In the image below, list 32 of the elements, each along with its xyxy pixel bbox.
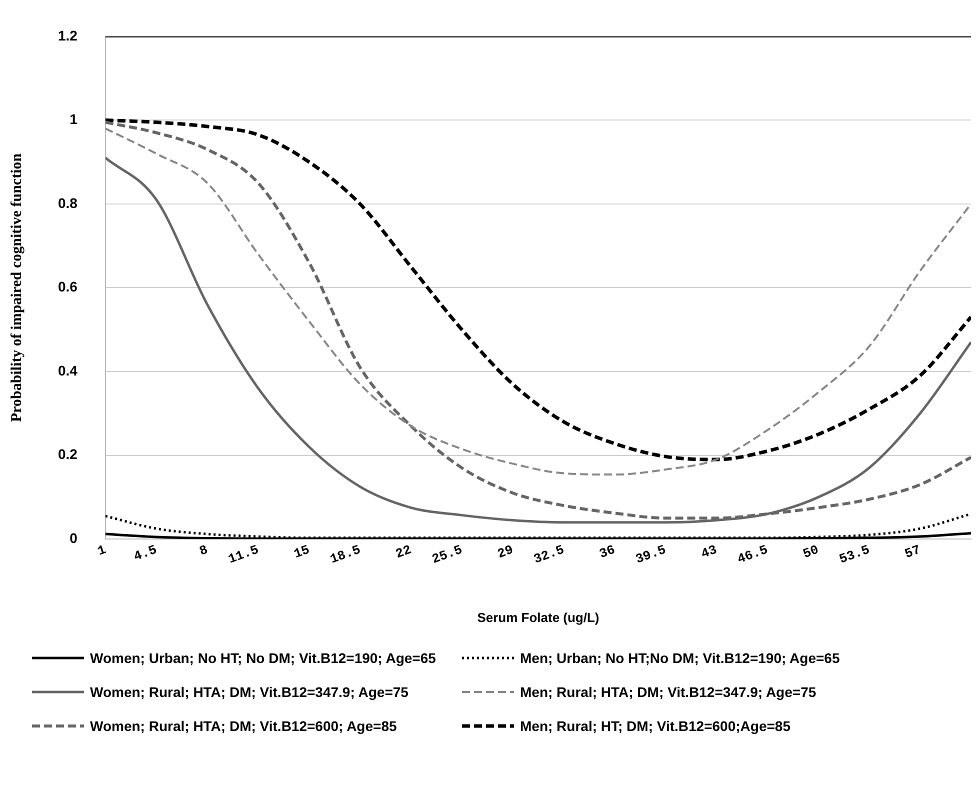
y-tick-label: 0.4 [58,362,78,378]
x-tick-label: 32.5 [532,542,566,567]
y-tick-label: 0.2 [58,446,78,462]
x-tick-label: 25.5 [430,542,465,567]
x-axis-title: Serum Folate (ug/L) [477,610,600,625]
x-tick-label: 53.5 [837,542,872,567]
y-tick-label: 0.8 [58,194,78,211]
y-tick-label: 0 [70,530,78,546]
x-tick-label: 18.5 [328,542,363,567]
x-tick-label: 15 [292,542,312,562]
x-tick-label: 36 [597,542,618,562]
x-tick-label: 46.5 [735,542,770,567]
y-tick-label: 0.6 [58,278,78,295]
x-tick-label: 43 [699,542,720,562]
legend-label: Men; Urban; No HT;No DM; Vit.B12=190; Age=65 [520,650,840,666]
legend-label: Men; Rural; HT; DM; Vit.B12=600;Age=85 [520,718,790,734]
x-tick-label: 39.5 [634,542,668,567]
x-tick-label: 57 [902,542,923,562]
legend-label: Men; Rural; HTA; DM; Vit.B12=347.9; Age=75 [520,684,816,700]
x-tick-label: 50 [800,542,821,562]
legend-label: Women; Rural; HTA; DM; Vit.B12=600; Age=85 [90,718,397,734]
y-tick-label: 1 [70,111,78,128]
x-tick-label: 22 [394,542,414,562]
x-tick-label: 4.5 [132,542,160,564]
legend-label: Women; Urban; No HT; No DM; Vit.B12=190; Age=65 [90,650,436,666]
legend-label: Women; Rural; HTA; DM; Vit.B12=347.9; Age=75 [90,684,408,700]
y-axis-title: Probability of impaired cognitive function [8,152,25,422]
x-tick-label: 8 [197,542,210,559]
x-tick-label: 1 [95,542,108,559]
x-tick-label: 29 [495,542,516,562]
y-tick-label: 1.2 [58,27,78,44]
x-tick-label: 11.5 [226,542,261,567]
